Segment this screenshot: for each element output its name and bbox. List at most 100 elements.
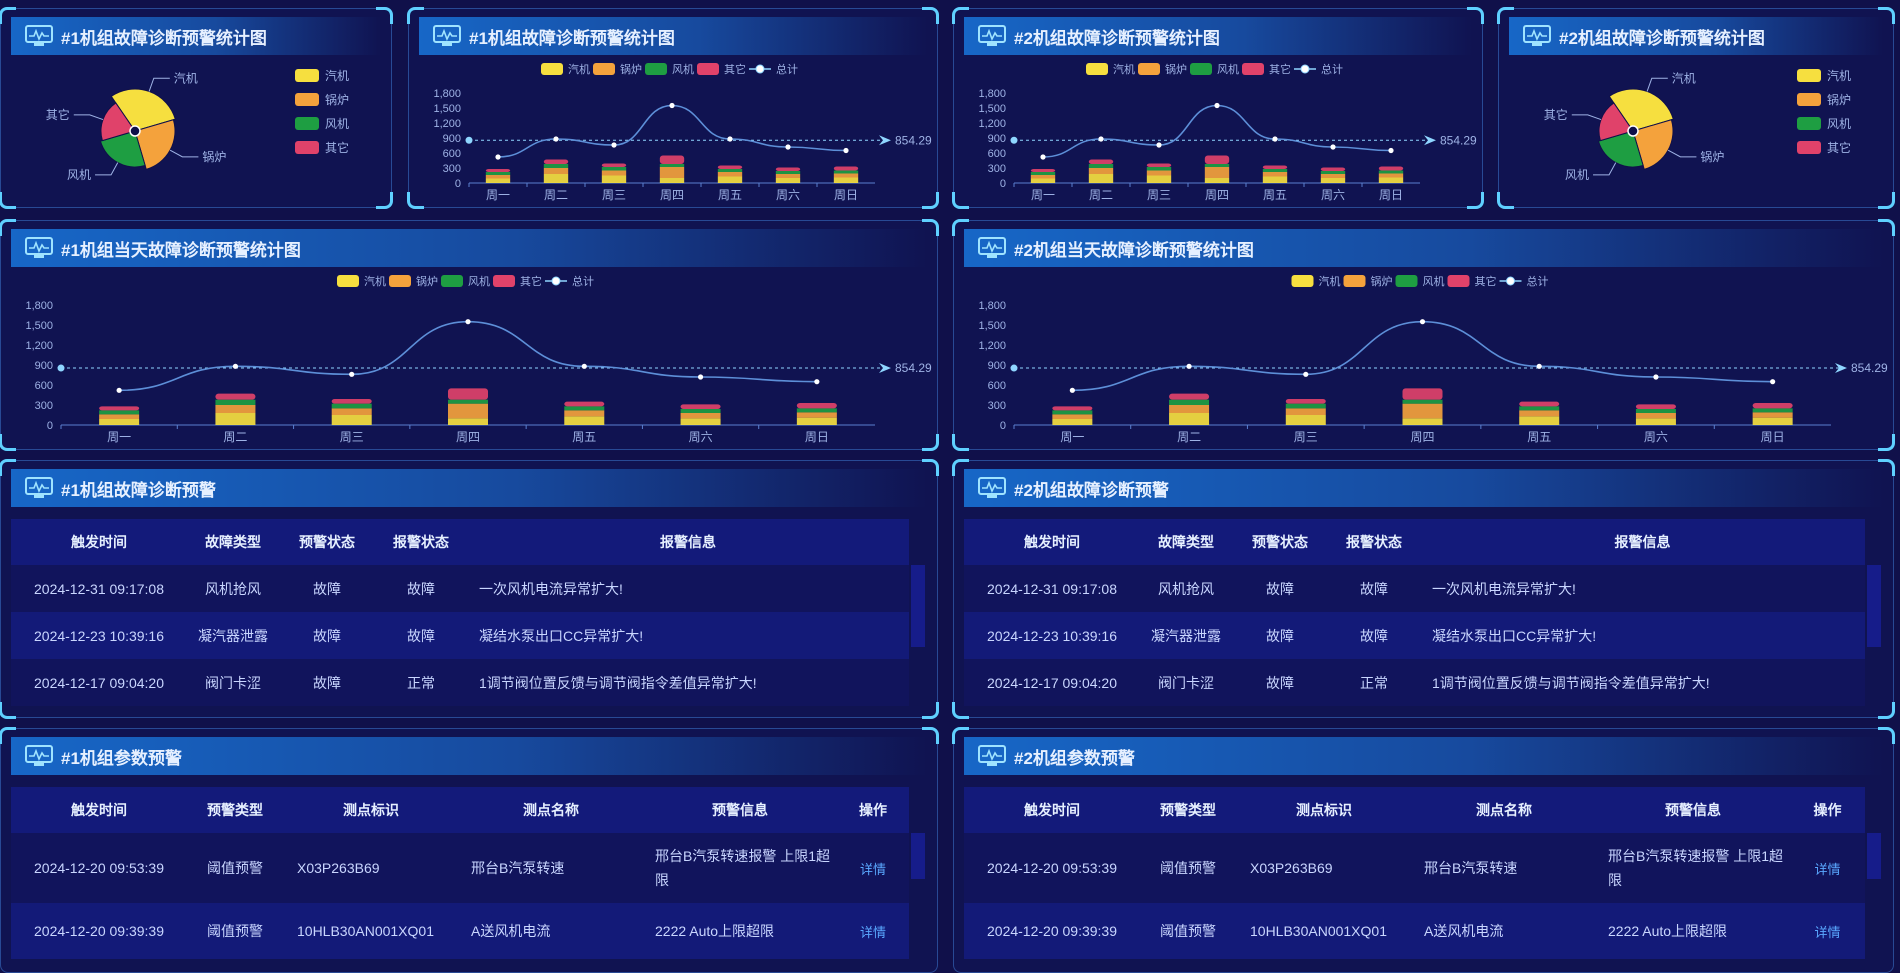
- y-tick-label: 300: [988, 163, 1006, 175]
- y-tick-label: 600: [443, 148, 461, 160]
- col-header: 报警状态: [393, 534, 449, 550]
- pie-slice: [1598, 102, 1634, 142]
- bar-segment: [99, 414, 140, 419]
- table-scrollbar[interactable]: [1867, 833, 1881, 879]
- panel-title-bar: #2机组故障诊断预警统计图: [1509, 17, 1883, 55]
- table-scrollbar[interactable]: [1867, 565, 1881, 647]
- panel-title: #1机组故障诊断预警统计图: [61, 28, 267, 48]
- table-row[interactable]: 2024-12-23 10:39:16 凝汽器泄露 故障 故障 凝结水泵出口CC…: [964, 612, 1865, 659]
- table-header: 触发时间 故障类型 预警状态 报警状态 报警信息: [964, 519, 1865, 565]
- legend-label: 汽机: [1113, 62, 1135, 76]
- markline-arrow: [879, 363, 891, 374]
- detail-link[interactable]: 详情: [1814, 924, 1841, 940]
- total-point: [785, 144, 791, 150]
- cell-alarm-status: 故障: [407, 580, 435, 597]
- panel-unit2-weekly-bar: #2机组故障诊断预警统计图 汽机 锅炉 风机 其它 总计 0 300 600 900 1,200 1…: [952, 7, 1484, 209]
- bar-segment: [796, 403, 837, 409]
- table-row[interactable]: 2024-12-20 09:39:39 阈值预警 10HLB30AN001XQ0…: [964, 903, 1865, 959]
- y-tick-label: 600: [988, 380, 1006, 392]
- bar-segment: [1204, 164, 1230, 167]
- cell-type: 阈值预警: [1160, 923, 1216, 939]
- bar-segment: [564, 406, 605, 411]
- table-row[interactable]: 2024-12-20 09:39:39 阈值预警 10HLB30AN001XQ0…: [11, 903, 909, 959]
- y-tick-label: 0: [47, 420, 53, 432]
- bar-segment: [1402, 399, 1443, 404]
- x-tick-label: 周五: [572, 430, 596, 444]
- panel-title: #2机组故障诊断预警统计图: [1014, 28, 1220, 48]
- cell-time: 2024-12-20 09:39:39: [34, 923, 164, 939]
- table-scrollbar[interactable]: [911, 833, 925, 879]
- markline-label: 854.29: [895, 133, 932, 147]
- x-tick-label: 周一: [486, 188, 510, 202]
- bar-segment: [796, 408, 837, 413]
- x-tick-label: 周四: [660, 188, 684, 202]
- table-row[interactable]: 2024-12-20 09:53:39 阈值预警 X03P263B69 邢台B汽…: [11, 833, 909, 903]
- cell-time: 2024-12-31 09:17:08: [987, 580, 1117, 597]
- y-tick-label: 1,800: [978, 88, 1006, 100]
- bar-segment: [543, 159, 569, 164]
- detail-link[interactable]: 详情: [859, 861, 886, 877]
- table-scrollbar[interactable]: [911, 565, 925, 647]
- panel-title: #1机组当天故障诊断预警统计图: [61, 240, 301, 260]
- detail-link[interactable]: 详情: [859, 924, 886, 940]
- table-row[interactable]: 2024-12-20 09:53:39 阈值预警 X03P263B69 邢台B汽…: [964, 833, 1865, 903]
- cell-alarm-status: 故障: [1360, 580, 1388, 597]
- markline-arrow: [879, 135, 891, 146]
- detail-link[interactable]: 详情: [1814, 861, 1841, 877]
- col-header: 报警状态: [1346, 534, 1402, 550]
- col-header: 报警信息: [1614, 534, 1671, 550]
- bar-segment: [601, 170, 627, 176]
- total-point: [495, 154, 501, 160]
- table-row[interactable]: 2024-12-31 09:17:08 风机抢风 故障 故障 一次风机电流异常扩…: [11, 565, 909, 612]
- bar-segment: [717, 172, 743, 177]
- bar-segment: [601, 167, 627, 171]
- pie-label-line: [1646, 77, 1668, 92]
- bar-segment: [601, 163, 627, 167]
- panel-title: #1机组故障诊断预警统计图: [469, 28, 675, 48]
- legend-label: 总计: [776, 62, 798, 76]
- bar-segment: [1285, 399, 1326, 404]
- legend-label: 锅炉: [1827, 92, 1851, 107]
- table-row[interactable]: 2024-12-23 10:39:16 凝汽器泄露 故障 故障 凝结水泵出口CC…: [11, 612, 909, 659]
- x-tick-label: 周六: [1644, 430, 1668, 444]
- y-tick-label: 600: [988, 148, 1006, 160]
- table-row[interactable]: 2024-12-17 09:04:20 阀门卡涩 故障 正常 1调节阀位置反馈与…: [11, 659, 909, 706]
- bar-segment: [1088, 159, 1114, 164]
- table-row[interactable]: 2024-12-17 09:04:20 阀门卡涩 故障 正常 1调节阀位置反馈与…: [964, 659, 1865, 706]
- bar-segment: [1752, 403, 1793, 409]
- stacked-bar-chart: 汽机 锅炉 风机 其它 总计 0 300 600 900 1,200 1,500 1,800 周一 周二 周…: [978, 62, 1477, 202]
- total-point: [1098, 136, 1104, 142]
- bar-segment: [659, 178, 685, 183]
- x-tick-label: 周一: [107, 430, 131, 444]
- panel-unit2-pie: #2机组故障诊断预警统计图 汽机 锅炉 风机 其它 汽机 锅炉 风机 其它: [1497, 7, 1895, 209]
- bar-segment: [331, 415, 372, 425]
- y-tick-label: 1,500: [978, 103, 1006, 115]
- fault-table: 触发时间 故障类型 预警状态 报警状态 报警信息 2024-12-31 09:1…: [964, 519, 1865, 706]
- cell-point-id: 10HLB30AN001XQ01: [297, 923, 434, 939]
- panel-title-bar: #2机组故障诊断预警统计图: [964, 17, 1472, 55]
- markline-arrow: [1835, 363, 1847, 374]
- monitor-icon: [1523, 25, 1551, 46]
- pie-center: [1627, 125, 1639, 137]
- bar-segment: [99, 406, 140, 411]
- pie-label-line: [1667, 149, 1697, 158]
- total-point: [843, 147, 849, 154]
- monitor-icon: [433, 25, 461, 46]
- table-row[interactable]: 2024-12-31 09:17:08 风机抢风 故障 故障 一次风机电流异常扩…: [964, 565, 1865, 612]
- total-point: [1388, 147, 1394, 154]
- monitor-icon: [978, 477, 1006, 498]
- col-header: 测点标识: [343, 802, 399, 818]
- monitor-icon: [25, 745, 53, 766]
- legend-label: 锅炉: [416, 275, 438, 288]
- cell-type: 风机抢风: [1158, 580, 1214, 597]
- total-point: [814, 379, 820, 385]
- bar-segment: [775, 178, 801, 183]
- x-tick-label: 周日: [1761, 430, 1785, 444]
- legend-label: 风机: [468, 274, 490, 288]
- col-header: 触发时间: [71, 534, 127, 550]
- total-point: [232, 363, 239, 369]
- x-tick-label: 周五: [1527, 430, 1551, 444]
- x-tick-label: 周四: [1205, 188, 1229, 202]
- x-tick-label: 周二: [1089, 188, 1113, 202]
- bar-segment: [1204, 167, 1230, 178]
